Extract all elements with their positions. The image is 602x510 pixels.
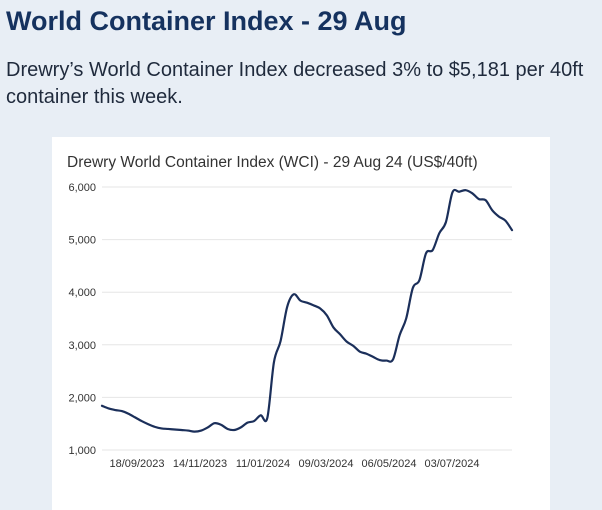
data-point (271, 360, 276, 365)
data-point (146, 422, 151, 427)
data-point (258, 413, 263, 418)
data-point (404, 316, 409, 321)
data-point (139, 419, 144, 424)
data-point (384, 358, 389, 363)
data-point (199, 428, 204, 433)
data-point (126, 411, 131, 416)
data-point (344, 339, 349, 344)
data-point (152, 424, 157, 429)
data-point (225, 426, 230, 431)
y-tick-label: 3,000 (68, 340, 96, 352)
series-layer (100, 188, 515, 434)
data-point (159, 426, 164, 431)
data-point (133, 415, 138, 420)
data-point (100, 403, 105, 408)
data-point (113, 408, 118, 413)
data-point (450, 190, 455, 195)
data-point (483, 198, 488, 203)
data-point (305, 300, 310, 305)
data-point (371, 354, 376, 359)
data-point (443, 220, 448, 225)
wci-series-line (100, 188, 514, 433)
data-point (397, 333, 402, 338)
data-point (291, 292, 296, 297)
data-point (172, 427, 177, 432)
data-point (106, 406, 111, 411)
data-point (232, 428, 237, 433)
wci-line-chart: Drewry World Container Index (WCI) - 29 … (67, 154, 515, 470)
page-lede: Drewry’s World Container Index decreased… (6, 59, 584, 108)
data-point (476, 197, 481, 202)
grid-lines (102, 186, 512, 451)
data-point (166, 426, 171, 431)
y-tick-label: 2,000 (68, 392, 96, 404)
data-point (245, 420, 250, 425)
y-tick-label: 4,000 (68, 287, 96, 299)
data-point (324, 313, 329, 318)
data-point (470, 191, 475, 196)
data-point (119, 409, 124, 414)
data-point (496, 214, 501, 219)
data-point (252, 419, 257, 424)
data-point (285, 304, 290, 309)
y-tick-label: 5,000 (68, 235, 96, 247)
data-point (417, 278, 422, 283)
data-point (490, 208, 495, 213)
data-point (298, 298, 303, 303)
x-tick-label: 09/03/2024 (298, 458, 353, 470)
data-point (185, 428, 190, 433)
data-point (463, 188, 468, 193)
y-tick-label: 6,000 (68, 182, 96, 194)
x-tick-label: 11/01/2024 (236, 458, 290, 470)
data-point (437, 231, 442, 236)
data-point (331, 325, 336, 330)
data-point (410, 285, 415, 290)
data-point (503, 218, 508, 223)
data-point (338, 332, 343, 337)
data-point (278, 339, 283, 344)
x-tick-label: 03/07/2024 (424, 458, 479, 470)
data-point (192, 429, 197, 434)
data-point (318, 306, 323, 311)
x-axis-tick-labels: 18/09/2023 14/11/2023 11/01/2024 09/03/2024… (109, 458, 479, 470)
y-axis-tick-labels: 1,000 2,000 3,000 4,000 5,000 6,000 (68, 182, 96, 457)
data-point (238, 425, 243, 430)
data-point (424, 251, 429, 256)
data-point (364, 351, 369, 356)
data-point (265, 415, 270, 420)
data-point (219, 422, 224, 427)
chart-title: Drewry World Container Index (WCI) - 29 … (67, 154, 478, 171)
data-point (351, 343, 356, 348)
x-tick-label: 14/11/2023 (173, 458, 227, 470)
x-tick-label: 18/09/2023 (109, 458, 164, 470)
data-point (457, 189, 462, 194)
data-point (311, 303, 316, 308)
data-point (205, 425, 210, 430)
x-tick-label: 06/05/2024 (361, 458, 416, 470)
data-point (357, 349, 362, 354)
data-point (430, 248, 435, 253)
data-point (377, 358, 382, 363)
data-point (390, 357, 395, 362)
y-tick-label: 1,000 (68, 445, 96, 457)
data-point (212, 421, 217, 426)
chart-card: Drewry World Container Index (WCI) - 29 … (52, 137, 550, 510)
data-point (510, 228, 515, 233)
data-point (179, 428, 184, 433)
page-headline: World Container Index - 29 Aug (6, 6, 407, 36)
